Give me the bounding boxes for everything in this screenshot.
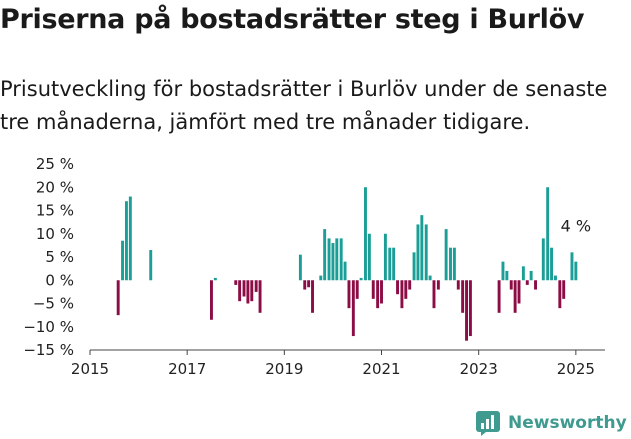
- bar: [392, 247, 396, 281]
- annotation-layer: 4 %: [561, 217, 591, 236]
- bar: [339, 238, 343, 281]
- bar: [367, 233, 371, 281]
- bar: [335, 238, 339, 281]
- bar: [396, 280, 399, 295]
- bar: [424, 224, 428, 281]
- bar: [364, 187, 367, 281]
- bar: [509, 280, 513, 290]
- bar: [404, 280, 408, 299]
- bar: [449, 247, 452, 281]
- bar: [444, 229, 448, 281]
- bar: [323, 229, 327, 281]
- bar: [432, 280, 436, 309]
- bar: [534, 280, 537, 290]
- bar-series: [116, 187, 578, 341]
- y-tick-label: 0 %: [45, 271, 74, 289]
- bar: [562, 280, 566, 299]
- bar: [428, 275, 432, 281]
- bar: [521, 266, 525, 281]
- y-tick-label: 25 %: [36, 155, 74, 173]
- bar: [461, 280, 465, 313]
- bar: [343, 261, 347, 281]
- bar: [303, 280, 307, 290]
- bar: [456, 280, 460, 290]
- brand-name: Newsworthy: [508, 413, 627, 433]
- x-tick-label: 2023: [460, 360, 498, 378]
- bar: [359, 277, 363, 281]
- bar: [416, 224, 420, 281]
- last-value-annotation: 4 %: [561, 217, 591, 236]
- bar: [408, 280, 412, 290]
- x-axis: 2015 2017 2019 2021 2023 2025: [71, 350, 595, 378]
- y-tick-label: 10 %: [36, 225, 74, 243]
- bar: [246, 280, 250, 304]
- bar: [311, 280, 314, 313]
- bar: [250, 280, 254, 302]
- bar: [254, 280, 258, 292]
- bar: [213, 277, 217, 281]
- page-title: Priserna på bostadsrätter steg i Burlöv: [0, 4, 585, 35]
- bar: [355, 280, 359, 299]
- bar: [149, 250, 153, 281]
- bar: [242, 280, 246, 297]
- bar: [210, 280, 213, 320]
- bar: [234, 280, 238, 285]
- x-tick-label: 2025: [557, 360, 595, 378]
- bar: [380, 280, 383, 304]
- bar: [497, 280, 501, 313]
- bar: [388, 247, 392, 281]
- y-tick-label: 20 %: [36, 178, 74, 196]
- bar: [517, 280, 521, 304]
- bar: [546, 187, 550, 281]
- bar: [116, 280, 120, 316]
- bar: [553, 275, 557, 281]
- bar: [501, 261, 505, 281]
- bar: [452, 247, 456, 281]
- bar: [331, 243, 335, 281]
- bar: [436, 280, 440, 290]
- bar: [376, 280, 380, 309]
- bar: [465, 280, 468, 341]
- bar: [351, 280, 355, 337]
- bar: [258, 280, 262, 313]
- newsworthy-logo-icon: [476, 411, 500, 436]
- bar: [327, 238, 331, 281]
- bar: [525, 280, 529, 285]
- y-axis: 25 % 20 % 15 % 10 % 5 % 0 % −5 % −10 % −15 %: [23, 155, 74, 359]
- bar: [121, 240, 125, 281]
- bar: [529, 270, 533, 281]
- x-tick-label: 2015: [71, 360, 109, 378]
- x-tick-label: 2017: [168, 360, 206, 378]
- x-tick-label: 2021: [362, 360, 400, 378]
- bar: [319, 275, 323, 281]
- bar: [513, 280, 517, 313]
- bar: [550, 247, 554, 281]
- y-tick-label: 15 %: [36, 202, 74, 220]
- bar: [298, 254, 302, 281]
- bar: [238, 280, 242, 302]
- bar: [570, 252, 574, 281]
- bar: [541, 238, 545, 281]
- bar: [347, 280, 351, 309]
- bar: [124, 201, 128, 281]
- bar: [468, 280, 472, 337]
- y-tick-label: −5 %: [33, 295, 74, 313]
- bar: [400, 280, 404, 309]
- brand-logo[interactable]: Newsworthy: [475, 408, 627, 438]
- bar: [558, 280, 562, 309]
- y-tick-label: −15 %: [23, 341, 74, 359]
- bar: [420, 215, 424, 281]
- bar: [412, 252, 416, 281]
- bar: [307, 280, 311, 288]
- y-tick-label: −10 %: [23, 318, 74, 336]
- page-subtitle: Prisutveckling för bostadsrätter i Burlö…: [0, 77, 608, 134]
- y-tick-label: 5 %: [45, 248, 74, 266]
- bar: [371, 280, 375, 299]
- x-tick-label: 2019: [265, 360, 303, 378]
- bar: [128, 196, 132, 281]
- bar: [383, 233, 387, 281]
- bar: [505, 270, 509, 281]
- bar: [574, 261, 578, 281]
